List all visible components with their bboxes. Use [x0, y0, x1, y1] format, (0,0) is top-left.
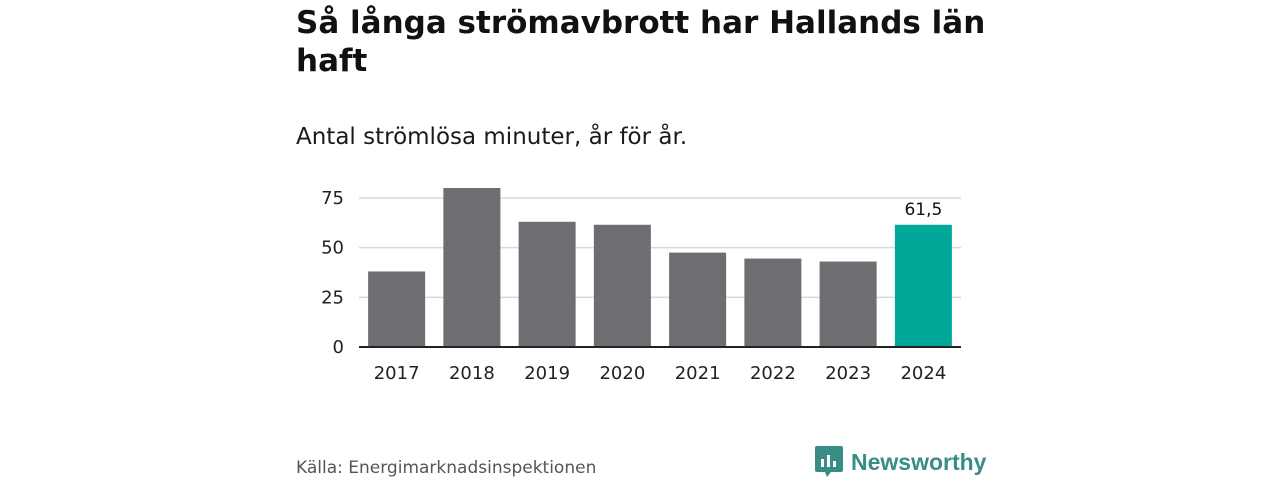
source-note: Källa: Energimarknadsinspektionen	[296, 458, 597, 478]
y-tick-label: 25	[321, 287, 344, 308]
bar-chart: 0 25 50 75 2017 2018 2019 2020 2021 2022 2023 2024 6…	[321, 188, 961, 384]
bar	[744, 258, 802, 347]
brand-logo: Newsworthy	[815, 446, 986, 478]
x-tick-label: 2018	[449, 363, 495, 384]
x-tick-label: 2021	[675, 363, 721, 384]
bar	[518, 221, 576, 347]
x-tick-label: 2022	[750, 363, 796, 384]
chart-title: Så långa strömavbrott har Hallands län h…	[296, 5, 986, 79]
bar	[669, 252, 727, 347]
x-tick-label: 2017	[374, 363, 420, 384]
bar	[368, 271, 426, 347]
bar	[443, 188, 501, 347]
x-tick-label: 2023	[825, 363, 871, 384]
x-tick-label: 2024	[900, 363, 946, 384]
y-tick-label: 75	[321, 188, 344, 209]
y-tick-label: 50	[321, 238, 344, 259]
bar	[819, 261, 877, 347]
data-label: 61,5	[904, 200, 942, 220]
x-tick-label: 2020	[599, 363, 645, 384]
brand-name: Newsworthy	[851, 448, 987, 475]
bar	[894, 224, 952, 347]
x-tick-label: 2019	[524, 363, 570, 384]
y-tick-label: 0	[333, 337, 344, 358]
bar-chart-speech-bubble-icon	[815, 446, 843, 477]
chart-subtitle: Antal strömlösa minuter, år för år.	[296, 124, 688, 150]
bar	[593, 224, 651, 347]
